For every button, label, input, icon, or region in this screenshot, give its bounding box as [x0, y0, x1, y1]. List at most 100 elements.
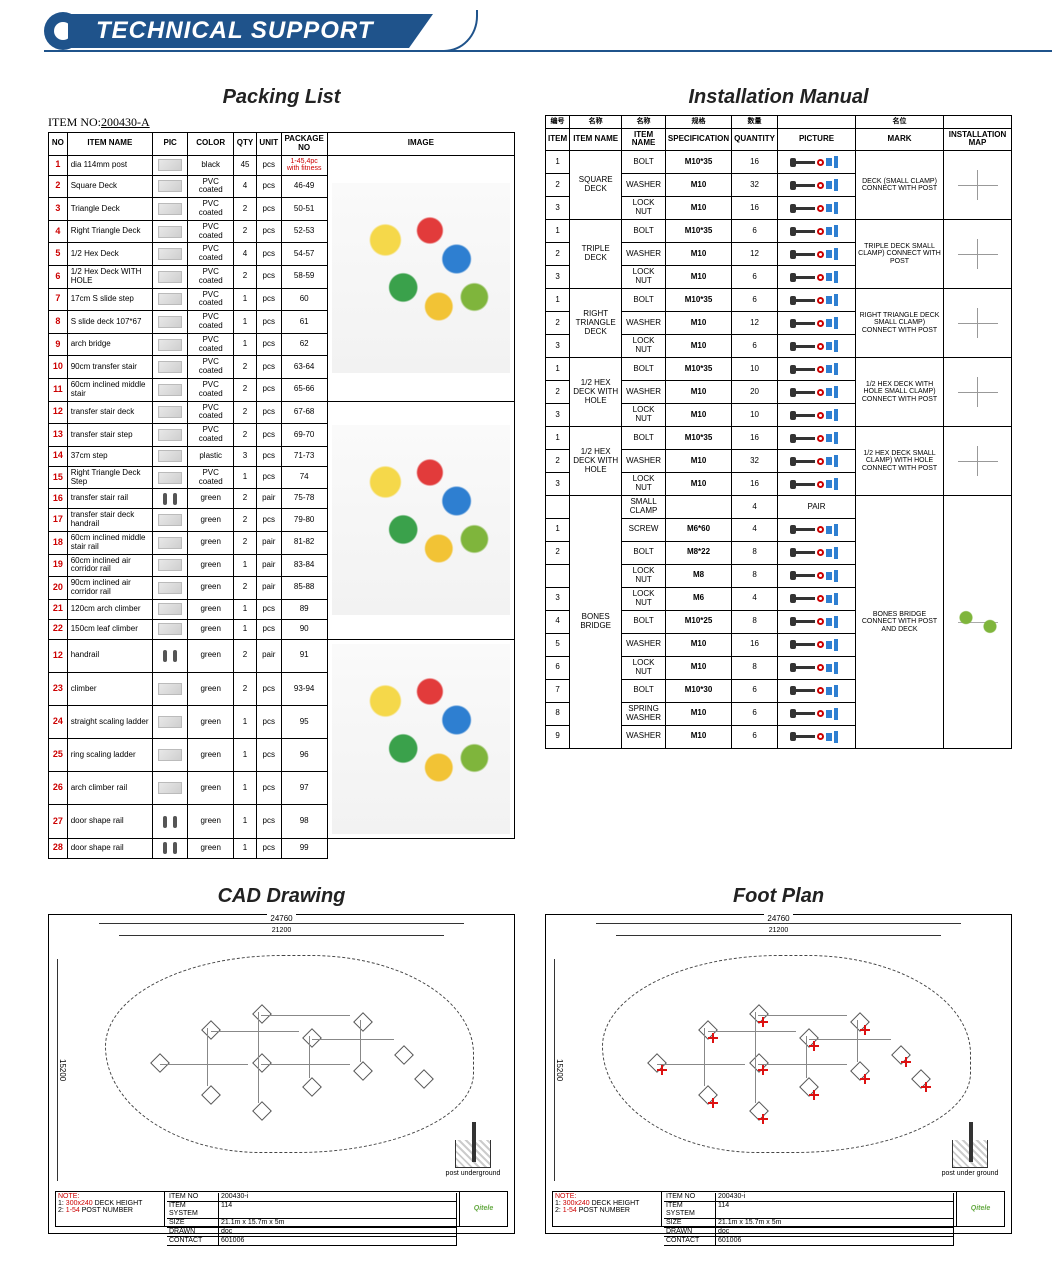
packing-unit: pcs: [256, 509, 281, 532]
packing-pkg-no: 98: [281, 805, 327, 838]
install-qty: 6: [732, 335, 778, 358]
packing-unit: pcs: [256, 805, 281, 838]
packing-qty: 3: [234, 446, 257, 466]
install-part-name: LOCK NUT: [622, 197, 666, 220]
header-rule: [44, 50, 1052, 52]
install-spec: M10: [665, 243, 731, 266]
packing-no: 25: [49, 739, 68, 772]
titleblock-meta: ITEM NO200430-iITEM SYSTEM114SIZE21.1m x…: [662, 1191, 957, 1227]
hardware-icon: [780, 245, 853, 263]
plan-link-icon: [806, 1036, 807, 1078]
install-map: [944, 358, 1012, 427]
packing-pic: [152, 772, 187, 805]
packing-color: PVC coated: [188, 466, 234, 489]
packing-item-name: transfer stair deck handrail: [67, 509, 152, 532]
install-part-name: BOLT: [622, 541, 666, 564]
titleblock-val: 601006: [716, 1237, 954, 1246]
install-spec: M10: [665, 335, 731, 358]
packing-qty: 2: [234, 401, 257, 424]
packing-pkg-no: 99: [281, 838, 327, 858]
packing-col-header: QTY: [234, 133, 257, 156]
packing-item-name: Square Deck: [67, 175, 152, 198]
packing-no: 14: [49, 446, 68, 466]
packing-unit: pair: [256, 489, 281, 509]
plan-node-icon: [414, 1069, 434, 1089]
playground-render-icon: [332, 644, 510, 834]
packing-unit: pcs: [256, 243, 281, 266]
packing-item-name: dia 114mm post: [67, 155, 152, 175]
install-picture: [778, 381, 856, 404]
packing-unit: pcs: [256, 672, 281, 705]
install-qty: 16: [732, 633, 778, 656]
install-col-header: PICTURE: [778, 128, 856, 151]
install-spec: [665, 496, 731, 519]
install-spec: M10: [665, 473, 731, 496]
packing-pkg-no: 52-53: [281, 220, 327, 243]
packing-qty: 1: [234, 554, 257, 577]
foot-plan-title: Foot Plan: [545, 885, 1012, 908]
packing-pkg-no: 69-70: [281, 424, 327, 447]
install-row-no: 8: [546, 702, 570, 725]
install-row-no: 3: [546, 473, 570, 496]
install-spec: M10: [665, 450, 731, 473]
install-part-name: WASHER: [622, 243, 666, 266]
install-spec: M8*22: [665, 541, 731, 564]
packing-qty: 1: [234, 288, 257, 311]
packing-unit: pcs: [256, 706, 281, 739]
packing-pkg-no: 54-57: [281, 243, 327, 266]
foot-anchor-icon: [708, 1033, 718, 1043]
packing-pic: [152, 838, 187, 858]
dimension-vertical: 15200: [57, 959, 67, 1181]
install-picture: [778, 587, 856, 610]
packing-pkg-no: 62: [281, 333, 327, 356]
packing-col-header: IMAGE: [327, 133, 514, 156]
packing-color: green: [188, 599, 234, 619]
packing-row: 12transfer stair deckPVC coated2pcs67-68: [49, 401, 515, 424]
install-part-name: SPRING WASHER: [622, 702, 666, 725]
packing-pic: [152, 509, 187, 532]
packing-unit: pcs: [256, 220, 281, 243]
hardware-icon: [780, 567, 853, 585]
install-spec: M10: [665, 725, 731, 748]
install-picture: [778, 541, 856, 564]
packing-no: 28: [49, 838, 68, 858]
install-mark: BONES BRIDGE CONNECT WITH POST AND DECK: [856, 496, 944, 749]
install-part-name: WASHER: [622, 381, 666, 404]
install-qty: 8: [732, 564, 778, 587]
titleblock-key: ITEM SYSTEM: [167, 1202, 219, 1219]
hardware-icon: [780, 153, 853, 171]
install-mark: DECK (SMALL CLAMP) CONNECT WITH POST: [856, 151, 944, 220]
titleblock-note: NOTE: 1: 300x240 DECK HEIGHT2: 1-54 POST…: [552, 1191, 662, 1227]
packing-pic: [152, 672, 187, 705]
packing-pkg-no: 83-84: [281, 554, 327, 577]
packing-unit: pcs: [256, 265, 281, 288]
plan-link-icon: [708, 1031, 796, 1032]
packing-no: 21: [49, 599, 68, 619]
packing-col-header: ITEM NAME: [67, 133, 152, 156]
packing-pkg-no: 65-66: [281, 378, 327, 401]
foot-anchor-icon: [809, 1041, 819, 1051]
title-block: NOTE: 1: 300x240 DECK HEIGHT2: 1-54 POST…: [552, 1191, 1005, 1227]
packing-pic: [152, 739, 187, 772]
packing-color: PVC coated: [188, 311, 234, 334]
packing-color: PVC coated: [188, 356, 234, 379]
titleblock-key: SIZE: [664, 1219, 716, 1228]
hardware-icon: [780, 544, 853, 562]
foot-anchor-icon: [860, 1074, 870, 1084]
titleblock-note-line: 1: 300x240 DECK HEIGHT: [555, 1200, 659, 1207]
packing-color: PVC coated: [188, 401, 234, 424]
install-qty: 12: [732, 312, 778, 335]
packing-no: 3: [49, 198, 68, 221]
packing-no: 15: [49, 466, 68, 489]
install-qty: 4: [732, 496, 778, 519]
post-pit-icon: [455, 1140, 491, 1168]
install-col-header: SPECIFICATION: [665, 128, 731, 151]
install-spec: M10: [665, 312, 731, 335]
packing-qty: 2: [234, 265, 257, 288]
packing-qty: 4: [234, 243, 257, 266]
install-picture: [778, 312, 856, 335]
install-picture: [778, 266, 856, 289]
installation-manual-section: Installation Manual 编号名称名称规格数量名位ITEMITEM…: [545, 86, 1012, 859]
install-part-name: WASHER: [622, 450, 666, 473]
packing-no: 12: [49, 401, 68, 424]
